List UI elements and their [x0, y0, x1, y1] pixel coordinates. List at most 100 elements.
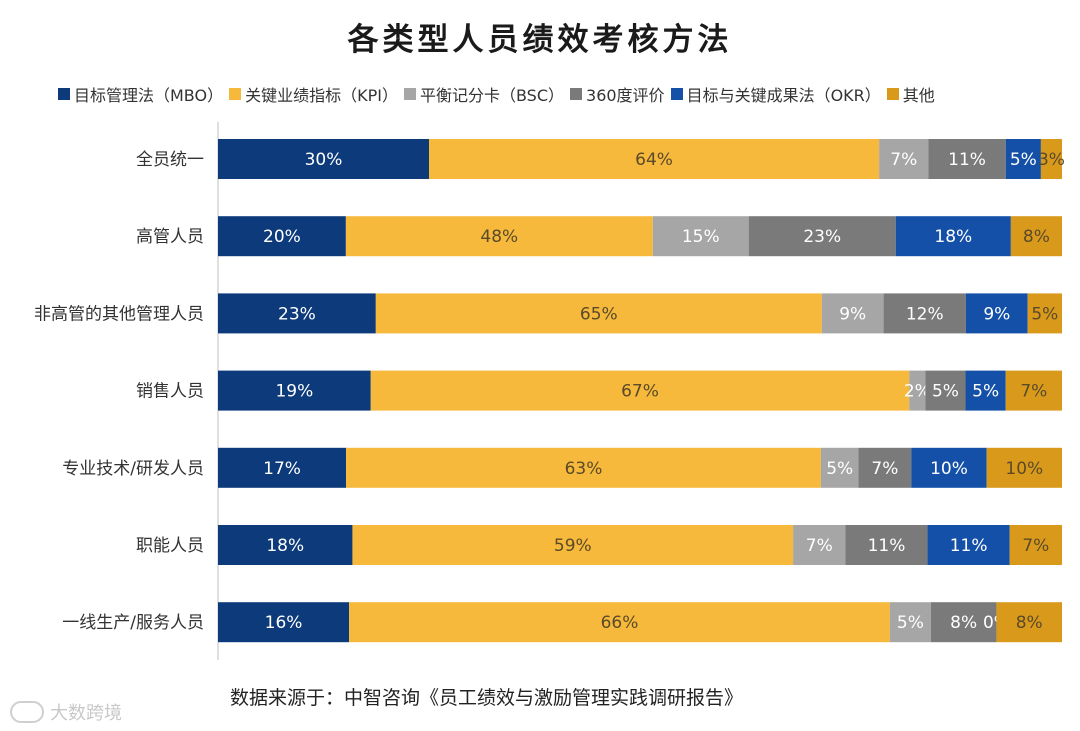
bar-segment: [1027, 293, 1062, 334]
data-label: 30%: [305, 150, 343, 170]
bar-segment: [218, 139, 429, 179]
data-label: 9%: [839, 304, 866, 324]
bar-segment: [1010, 216, 1062, 257]
bar-segment: [821, 293, 884, 334]
legend-item-kpi: 关键业绩指标（KPI）: [229, 82, 398, 106]
data-label: 5%: [1031, 304, 1058, 324]
bar-segment: [218, 370, 371, 411]
data-label: 18%: [934, 227, 972, 247]
legend-item-bsc: 平衡记分卡（BSC）: [403, 82, 565, 106]
bar-segment: [349, 602, 890, 643]
bar-segment: [1009, 525, 1062, 565]
data-label: 19%: [275, 382, 313, 402]
data-label: 7%: [1020, 382, 1047, 402]
bar-segment: [352, 525, 794, 565]
watermark: 大数跨境: [10, 699, 122, 725]
data-label: 7%: [806, 536, 833, 556]
chart-title: 各类型人员绩效考核方法: [347, 22, 733, 58]
data-label: 59%: [554, 536, 592, 556]
bar-segment: [218, 216, 346, 257]
legend-swatch-other: [886, 88, 899, 100]
data-label: 20%: [263, 227, 301, 247]
data-label: 5%: [897, 613, 924, 633]
data-label: 65%: [580, 304, 618, 324]
data-label: 7%: [1022, 536, 1049, 556]
data-label: 5%: [972, 382, 999, 402]
bar-segment: [930, 602, 997, 643]
data-label: 11%: [868, 536, 906, 556]
bar-segment: [218, 293, 376, 334]
data-label: 10%: [930, 459, 968, 479]
bar-segment: [879, 139, 929, 179]
bar-segment: [748, 216, 896, 257]
bar-segment: [346, 447, 821, 488]
bar-segment: [793, 525, 846, 565]
bar-segment: [895, 216, 1011, 257]
y-tick-label: 高管人员: [136, 227, 204, 247]
bar-segment: [820, 447, 859, 488]
bar-segment: [986, 447, 1062, 488]
legend-swatch-360: [570, 88, 583, 100]
y-tick-label: 职能人员: [136, 536, 204, 556]
bar-segment: [845, 525, 928, 565]
bar-segment: [345, 216, 653, 257]
bar-segment: [996, 602, 1062, 643]
bar-segment: [218, 525, 353, 565]
data-label: 67%: [621, 382, 659, 402]
data-label: 5%: [1010, 150, 1037, 170]
data-label: 8%: [1016, 613, 1043, 633]
data-label: 15%: [682, 227, 720, 247]
bar-segment: [370, 370, 910, 411]
bar-segment: [889, 602, 931, 643]
legend-label-other: 其他: [902, 86, 935, 105]
data-label: 10%: [1005, 459, 1043, 479]
legend-swatch-mbo: [58, 88, 70, 100]
legend-item-360: 360度评价: [570, 82, 665, 106]
data-label: 66%: [601, 613, 639, 633]
legend-swatch-bsc: [403, 88, 416, 100]
bar-segment: [911, 447, 987, 488]
y-tick-label: 销售人员: [136, 382, 204, 402]
watermark-text: 大数跨境: [50, 703, 122, 724]
legend-swatch-okr: [670, 88, 683, 100]
data-label: 5%: [932, 382, 959, 402]
data-label: 23%: [278, 304, 316, 324]
bar-segment: [218, 447, 347, 488]
data-label: 5%: [826, 459, 853, 479]
data-label: 12%: [906, 304, 944, 324]
legend-label-mbo: 目标管理法（MBO）: [74, 86, 224, 105]
legend-label-bsc: 平衡记分卡（BSC）: [419, 86, 565, 105]
bar-segment: [1005, 139, 1041, 179]
data-label: 63%: [565, 459, 603, 479]
legend-swatch-kpi: [229, 88, 242, 100]
bar-segment: [218, 602, 350, 643]
data-label: 11%: [950, 536, 988, 556]
legend-item-other: 其他: [886, 82, 935, 106]
data-label: 8%: [950, 613, 977, 633]
legend-label-okr: 目标与关键成果法（OKR）: [686, 86, 881, 105]
bar-segment: [375, 293, 822, 334]
bar-segment: [925, 370, 966, 411]
legend-label-360: 360度评价: [586, 86, 665, 105]
bar-segment: [927, 525, 1010, 565]
bar-segment: [858, 447, 912, 488]
bar-segment: [429, 139, 880, 179]
data-label: 17%: [263, 459, 301, 479]
bar-segment: [965, 293, 1028, 334]
data-label: 11%: [948, 150, 986, 170]
data-label: 64%: [635, 150, 673, 170]
data-label: 9%: [983, 304, 1010, 324]
watermark-logo-icon: [10, 701, 44, 723]
bar-segment: [928, 139, 1006, 179]
data-label: 7%: [890, 150, 917, 170]
bar-segment: [1005, 370, 1062, 411]
bar-segment: [883, 293, 966, 334]
data-label: 7%: [871, 459, 898, 479]
data-label: 3%: [1038, 150, 1065, 170]
legend-item-okr: 目标与关键成果法（OKR）: [670, 82, 881, 106]
data-label: 8%: [1023, 227, 1050, 247]
data-label: 48%: [480, 227, 518, 247]
chart-legend: 目标管理法（MBO） 关键业绩指标（KPI） 平衡记分卡（BSC） 360度评价…: [58, 82, 1060, 106]
y-tick-label: 非高管的其他管理人员: [34, 304, 204, 324]
